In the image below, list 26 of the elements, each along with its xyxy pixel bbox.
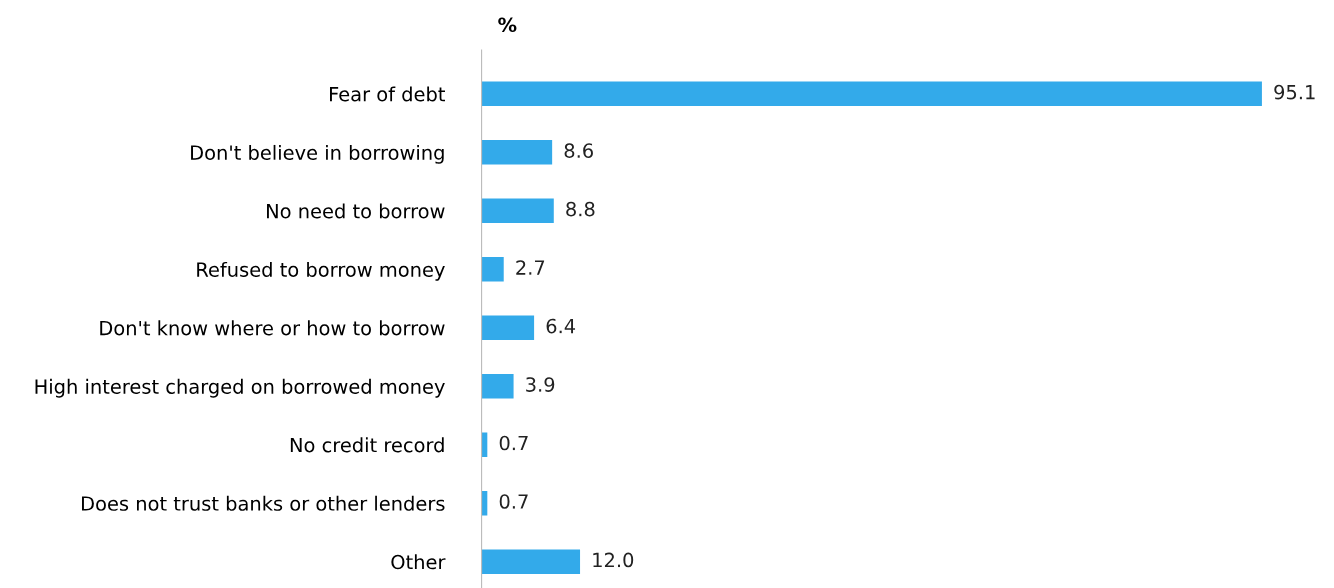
bar	[481, 140, 553, 165]
y-tick-label: Don't believe in borrowing	[191, 144, 444, 164]
data-label: 6.4	[546, 318, 576, 334]
bar	[481, 549, 581, 574]
chart-title: %	[498, 17, 517, 33]
data-label: 3.9	[526, 377, 555, 392]
data-label: 12.0	[593, 552, 634, 568]
y-tick-label: No need to borrow	[267, 203, 445, 219]
data-label: 8.8	[566, 201, 595, 217]
bar	[481, 315, 535, 341]
y-tick-label: Does not trust banks or other lenders	[82, 495, 445, 511]
data-label: 0.7	[499, 435, 528, 451]
bar	[481, 373, 514, 399]
data-label: 0.7	[499, 494, 528, 509]
data-label: 95.1	[1274, 84, 1315, 100]
y-tick-label: Fear of debt	[330, 86, 445, 102]
y-tick-label: Other	[391, 554, 446, 570]
y-tick-label: High interest charged on borrowed money	[35, 378, 445, 398]
bar	[481, 198, 554, 224]
bar	[481, 81, 1262, 107]
y-tick-label: Refused to borrow money	[197, 261, 445, 281]
bar	[481, 257, 504, 282]
y-tick-label: Don't know where or how to borrow	[100, 320, 445, 336]
data-label: 2.7	[516, 260, 545, 275]
y-tick-label: No credit record	[290, 437, 444, 453]
data-label: 8.6	[564, 143, 593, 158]
